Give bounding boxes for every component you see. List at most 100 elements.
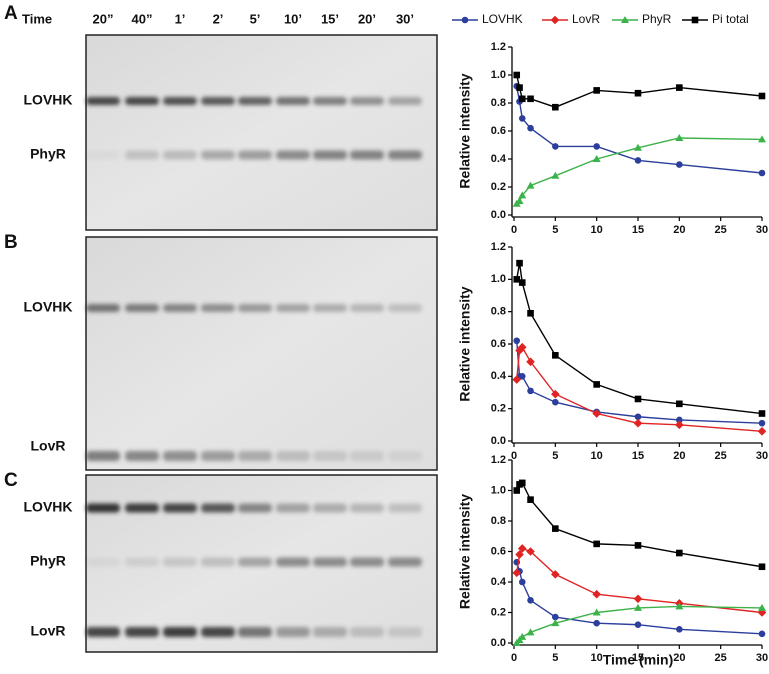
gel-image bbox=[85, 236, 438, 471]
gel-band bbox=[388, 304, 422, 312]
band-label: LOVHK bbox=[24, 499, 73, 515]
data-point bbox=[675, 420, 684, 430]
data-point bbox=[551, 619, 560, 627]
gel-band bbox=[388, 150, 422, 160]
data-point bbox=[758, 563, 766, 571]
data-point bbox=[518, 95, 526, 103]
gel-band bbox=[125, 97, 159, 105]
data-point bbox=[552, 103, 559, 111]
gel-band bbox=[350, 97, 384, 105]
gel-band bbox=[201, 627, 235, 637]
lane-label: 15’ bbox=[321, 11, 339, 26]
data-point bbox=[675, 602, 684, 610]
legend-marker bbox=[691, 16, 699, 24]
gel-band bbox=[125, 150, 159, 160]
lane-label: 40” bbox=[132, 11, 153, 26]
lane-label: 30’ bbox=[396, 11, 414, 26]
gel-band bbox=[313, 557, 347, 567]
gel-band bbox=[86, 451, 120, 461]
gel-band bbox=[313, 150, 347, 160]
lane-label: 20’ bbox=[358, 11, 376, 26]
data-point bbox=[675, 134, 684, 141]
x-tick-label: 5 bbox=[552, 224, 558, 236]
data-point bbox=[527, 496, 534, 503]
y-tick-label: 0.0 bbox=[491, 637, 506, 649]
lane-label: 2’ bbox=[213, 11, 224, 26]
y-tick-label: 0.8 bbox=[491, 306, 506, 318]
gel-band bbox=[201, 503, 235, 513]
y-tick-label: 0.2 bbox=[491, 606, 506, 618]
gel-image bbox=[85, 34, 438, 231]
gel-band bbox=[163, 97, 197, 105]
x-tick-label: 25 bbox=[715, 450, 727, 462]
data-point bbox=[634, 621, 642, 628]
data-point bbox=[633, 418, 643, 428]
data-point bbox=[758, 169, 766, 177]
gel-band bbox=[276, 503, 310, 513]
band-label: PhyR bbox=[30, 553, 66, 569]
data-point bbox=[512, 375, 522, 384]
data-point bbox=[527, 95, 534, 103]
gel-band bbox=[388, 451, 422, 461]
data-point bbox=[516, 259, 523, 267]
legend-marker bbox=[461, 16, 469, 24]
data-point bbox=[676, 161, 683, 168]
y-tick-label: 0.6 bbox=[491, 545, 506, 557]
data-point bbox=[527, 309, 534, 317]
gel-band bbox=[313, 451, 347, 461]
band-label: LovR bbox=[31, 438, 66, 454]
data-point bbox=[513, 337, 521, 345]
data-point bbox=[517, 342, 527, 352]
gel-band bbox=[163, 627, 197, 637]
data-point bbox=[551, 389, 560, 399]
band-label: LovR bbox=[31, 623, 66, 639]
x-tick-label: 10 bbox=[591, 224, 603, 236]
data-point bbox=[593, 87, 600, 94]
data-point bbox=[593, 381, 600, 388]
y-tick-label: 1.0 bbox=[491, 484, 506, 496]
x-tick-label: 0 bbox=[511, 450, 517, 462]
gel-band bbox=[86, 627, 120, 637]
data-point bbox=[517, 544, 527, 553]
gel-band bbox=[163, 503, 197, 513]
y-tick-label: 1.2 bbox=[491, 41, 506, 53]
data-point bbox=[634, 413, 642, 421]
band-label: PhyR bbox=[30, 146, 66, 162]
data-point bbox=[593, 143, 600, 150]
gel-band bbox=[238, 627, 272, 637]
gel-band bbox=[350, 627, 384, 637]
x-axis-title: Time (min) bbox=[603, 652, 674, 668]
panel-letter: B bbox=[4, 232, 18, 253]
data-point bbox=[513, 71, 521, 79]
gel-band bbox=[125, 557, 159, 567]
data-point bbox=[518, 632, 527, 640]
gel-band bbox=[313, 304, 347, 312]
gel-band bbox=[350, 557, 384, 567]
data-point bbox=[527, 124, 534, 132]
gel-band bbox=[276, 150, 310, 160]
y-tick-label: 0.4 bbox=[491, 576, 507, 588]
x-tick-label: 10 bbox=[591, 652, 603, 664]
y-tick-label: 1.0 bbox=[491, 273, 506, 285]
gel-band bbox=[388, 627, 422, 637]
lane-label: 10’ bbox=[284, 11, 302, 26]
data-point bbox=[551, 171, 560, 179]
data-point bbox=[513, 276, 521, 283]
gel-band bbox=[388, 503, 422, 513]
x-tick-label: 30 bbox=[756, 652, 768, 664]
data-point bbox=[634, 89, 642, 97]
x-tick-label: 30 bbox=[756, 224, 768, 236]
y-tick-label: 0.0 bbox=[491, 435, 506, 447]
x-tick-label: 5 bbox=[552, 450, 558, 462]
data-point bbox=[552, 352, 559, 359]
data-point bbox=[518, 578, 526, 586]
gel-band bbox=[276, 97, 310, 105]
data-point bbox=[757, 608, 767, 617]
data-point bbox=[634, 603, 642, 611]
data-point bbox=[526, 628, 535, 636]
gel-band bbox=[201, 451, 235, 461]
legend-marker bbox=[550, 15, 560, 25]
data-point bbox=[518, 115, 526, 122]
gel-band bbox=[350, 451, 384, 461]
